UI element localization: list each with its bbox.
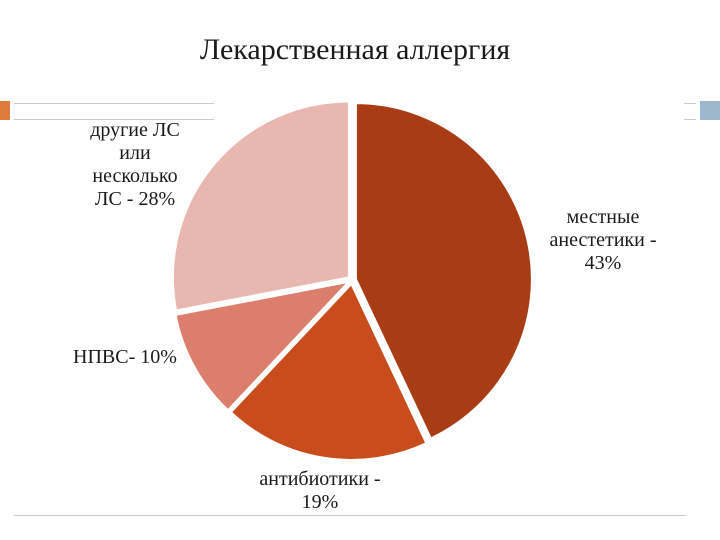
slice-antibiotics	[229, 282, 428, 461]
chart-title: Лекарственная аллергия	[199, 33, 511, 66]
slice-nsaids	[174, 280, 352, 412]
slice-local-anesthetics	[354, 102, 533, 440]
slice-label-local-anesthetics: местные анестетики - 43%	[549, 206, 657, 274]
decor-square-right	[700, 101, 720, 120]
decor-line-right-top	[684, 103, 696, 104]
decor-line-left-bottom	[14, 119, 214, 120]
decor-line-left-top	[14, 103, 214, 104]
slice-label-antibiotics: антибиотики - 19%	[259, 468, 381, 513]
decor-square-left	[0, 101, 10, 120]
decor-line-bottom	[14, 515, 686, 516]
slice-label-other-drugs: другие ЛС или несколько ЛС - 28%	[90, 119, 180, 210]
decor-line-right-bottom	[684, 119, 696, 120]
slice-label-nsaids: НПВС- 10%	[73, 346, 177, 368]
slice-other-drugs	[171, 100, 350, 312]
